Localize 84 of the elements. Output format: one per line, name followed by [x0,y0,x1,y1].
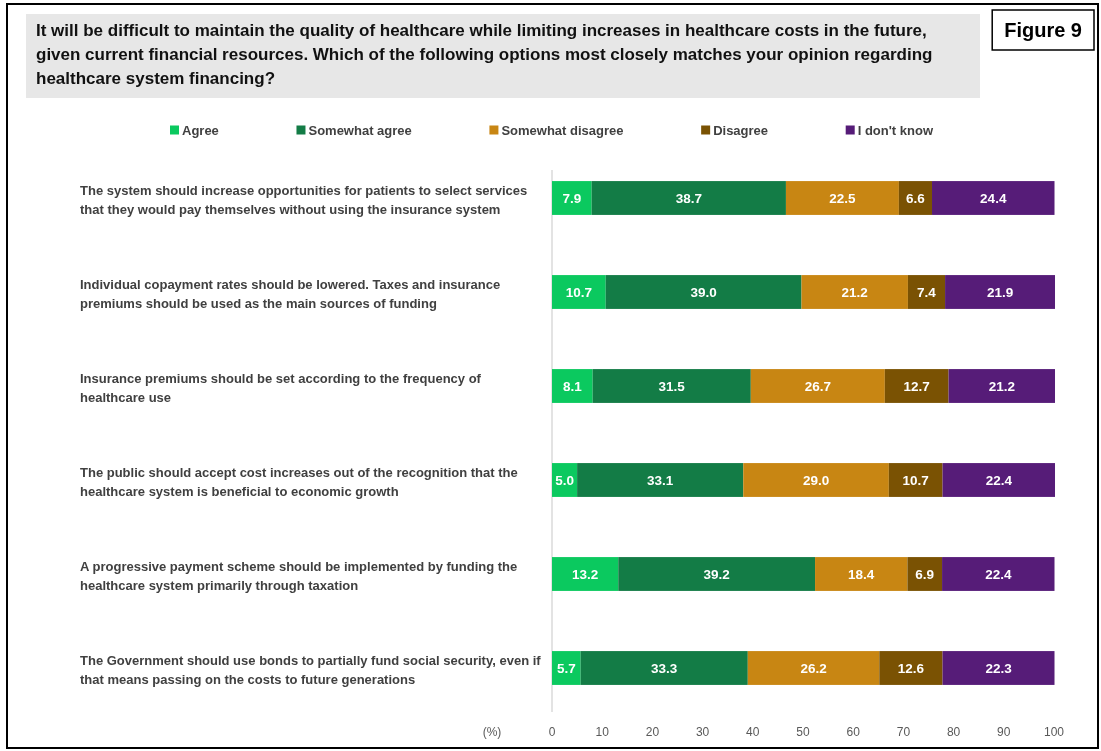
bar [552,181,592,215]
data-label: 26.7 [804,378,831,394]
bar [577,463,744,497]
bar [552,275,606,309]
legend-label: Somewhat disagree [501,122,624,138]
x-tick-label: 10 [595,725,610,740]
bar [743,463,889,497]
bar [785,181,899,215]
data-label: 10.7 [902,472,929,488]
bar [552,369,593,403]
legend-label: Disagree [713,122,769,138]
data-label: 39.2 [703,566,730,582]
y-tick-label: A progressive payment scheme should be implemented by funding the healthcare system primarily through taxation [80,558,518,594]
y-tick-label: The public should accept cost increases out of the recognition that the healthcare system is beneficial to economic growth [80,464,518,500]
legend-label: Somewhat agree [308,122,412,138]
bar [815,557,908,591]
bar [888,463,943,497]
data-label: 6.6 [906,190,926,206]
bar [932,181,1055,215]
bar [942,557,1055,591]
bar [750,369,885,403]
bar [907,275,946,309]
bar [552,651,581,685]
x-tick-label: 20 [645,725,660,740]
data-label: 13.2 [571,566,599,582]
x-tick-label: 40 [746,725,760,740]
y-tick-label: Individual copayment rates should be lowered. Taxes and insurance premiums should be used as the main sources of funding [80,276,501,312]
x-tick-label: 50 [796,725,810,740]
bar [907,557,943,591]
bar [942,463,1055,497]
bar [618,557,816,591]
bar [552,557,619,591]
bar [948,369,1055,403]
y-tick-label: Insurance premiums should be set according to the frequency of healthcare use [80,370,482,406]
bar [747,651,880,685]
data-label: 12.7 [903,378,930,394]
data-label: 10.7 [565,284,592,300]
bar [592,369,751,403]
caption: Figure 9 [1004,19,1082,41]
legend-label: Agree [182,122,219,138]
bar [884,369,949,403]
bar [580,651,748,685]
data-label: 22.4 [985,566,1012,582]
x-tick-label: 100 [1043,725,1065,740]
y-tick-label: The system should increase opportunities for patients to select services that they would pay themselves without using the insurance system [80,182,528,218]
data-label: 22.5 [829,190,857,206]
data-label: 33.1 [647,472,674,488]
data-label: 22.3 [985,660,1013,676]
bar [942,651,1055,685]
data-label: 26.2 [800,660,827,676]
x-tick-label: 70 [896,725,911,740]
data-label: 38.7 [675,190,702,206]
x-tick-label: 30 [695,725,710,740]
data-label: 21.2 [841,284,868,300]
data-label: 7.9 [562,190,582,206]
y-tick-label: The Government should use bonds to partially fund social security, even if that means passing on the costs to future generations [80,652,542,688]
data-label: 33.3 [651,660,678,676]
x-tick-label: 90 [997,725,1011,740]
x-tick-label: 60 [846,725,861,740]
data-label: 8.1 [562,378,583,394]
data-label: 39.0 [690,284,717,300]
data-label: 12.6 [897,660,925,676]
data-label: 22.4 [985,472,1013,488]
x-axis-title: (%) [482,725,502,740]
bar [945,275,1055,309]
legend-label: I don't know [857,122,934,138]
x-tick-label: 80 [946,725,961,740]
chart-title: It will be difficult to maintain the quality of healthcare while limiting increases in healthcare costs in the future, given current financial resources. Which of the following options most closely matches your opinion regarding healthcare system financing? [36,21,933,88]
bar [801,275,908,309]
data-label: 18.4 [848,566,875,582]
data-label: 24.4 [980,190,1007,206]
bar [605,275,802,309]
x-tick-label: 0 [548,725,556,740]
data-label: 31.5 [658,378,686,394]
bar [898,181,933,215]
data-label: 5.7 [556,660,576,676]
data-label: 21.2 [988,378,1015,394]
bar [591,181,786,215]
data-label: 21.9 [986,284,1014,300]
data-label: 5.0 [555,472,574,488]
data-label: 6.9 [915,566,935,582]
bar [879,651,943,685]
data-label: 7.4 [917,284,937,300]
data-label: 29.0 [802,472,830,488]
